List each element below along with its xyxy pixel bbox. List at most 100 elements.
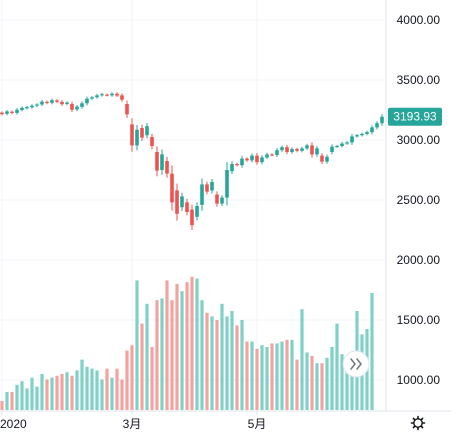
volume-bar: [20, 381, 24, 410]
candle-body: [300, 148, 304, 151]
candle-body: [120, 95, 124, 100]
candle-body: [260, 157, 264, 163]
candle-body: [270, 154, 274, 156]
candle-body: [240, 158, 244, 166]
candle-body: [50, 100, 54, 103]
volume-bar: [260, 345, 264, 410]
candle-body: [80, 103, 84, 107]
volume-bar: [145, 303, 149, 410]
candle-body: [200, 184, 204, 205]
volume-bar: [265, 347, 269, 410]
candle-body: [100, 94, 104, 96]
volume-bar: [175, 284, 179, 410]
candle-body: [255, 155, 259, 163]
volume-bar: [150, 347, 154, 410]
double-chevron-right-icon: [350, 358, 362, 370]
candle-body: [320, 155, 324, 162]
volume-bar: [155, 300, 159, 410]
candle-body: [110, 93, 114, 96]
candle-body: [225, 170, 229, 198]
candle-body: [25, 107, 29, 109]
axes: [0, 0, 451, 412]
volume-bar: [275, 343, 279, 410]
volume-bar: [5, 392, 9, 410]
volume-bar: [15, 384, 19, 410]
candle-body: [175, 190, 179, 214]
y-tick-label: 2000.00: [397, 253, 441, 267]
volume-bar: [195, 278, 199, 410]
settings-gear-icon[interactable]: [410, 415, 426, 431]
candle-body: [230, 164, 234, 172]
candle-body: [355, 135, 359, 137]
volume-bar: [300, 309, 304, 410]
volume-bar: [335, 323, 339, 410]
candle-body: [70, 104, 74, 110]
x-tick-label: 5月: [248, 417, 267, 431]
volume-bar: [340, 354, 344, 410]
volume-bar: [90, 368, 94, 410]
y-tick-label: 3000.00: [397, 133, 441, 147]
volume-bar: [370, 293, 374, 410]
volume-bar: [255, 348, 259, 410]
candle-body: [90, 97, 94, 99]
volume-bar: [170, 300, 174, 410]
volume-bar: [30, 377, 34, 410]
candle-body: [350, 136, 354, 143]
candle-body: [190, 209, 194, 226]
scroll-to-realtime-button[interactable]: [342, 350, 370, 378]
candle-body: [195, 206, 199, 217]
scroll-button-circle[interactable]: [342, 350, 370, 378]
candle-body: [60, 101, 64, 105]
candle-body: [5, 111, 9, 114]
volume-bar: [165, 280, 169, 410]
volume-bar: [160, 298, 164, 410]
volume-bar: [325, 357, 329, 410]
volume-bar: [85, 366, 89, 410]
candle-body: [340, 143, 344, 146]
volume-bar: [235, 325, 239, 410]
candle-body: [0, 112, 4, 115]
volume-bar: [230, 311, 234, 410]
candle-body: [245, 158, 249, 161]
volume-bar: [200, 300, 204, 410]
candle-body: [30, 105, 34, 108]
x-axis-ticks: 2020 3月 5月: [0, 411, 266, 431]
candle-body: [115, 93, 119, 96]
candle-body: [345, 142, 349, 144]
candle-body: [160, 154, 164, 170]
candle-body: [375, 123, 379, 128]
y-tick-label: 2500.00: [397, 193, 441, 207]
volume-bar: [95, 370, 99, 410]
last-price-badge: [388, 107, 442, 126]
volume-bar: [185, 282, 189, 410]
candle-body: [210, 182, 214, 191]
candle-body: [315, 148, 319, 155]
volume-bar: [55, 375, 59, 410]
candle-body: [130, 124, 134, 146]
volume-bar: [320, 363, 324, 410]
candle-body: [360, 134, 364, 136]
last-price-value: 3193.93: [393, 110, 437, 124]
volume-bar: [0, 401, 4, 410]
volume-bar: [75, 370, 79, 410]
volume-bar: [305, 352, 309, 410]
volume-bar: [130, 345, 134, 410]
volume-bar: [105, 368, 109, 410]
volume-bar: [100, 379, 104, 410]
y-tick-label: 3500.00: [397, 73, 441, 87]
candle-body: [15, 109, 19, 113]
volume-bar: [70, 375, 74, 410]
volume-bar: [280, 341, 284, 410]
candle-body: [10, 111, 14, 113]
y-tick-label: 4000.00: [397, 13, 441, 27]
candle-body: [165, 161, 169, 174]
volume-bar: [140, 323, 144, 410]
candle-body: [35, 104, 39, 106]
volume-bar: [345, 356, 349, 410]
candle-body: [150, 137, 154, 146]
candle-body: [20, 107, 24, 110]
candle-body: [95, 95, 99, 98]
candle-body: [305, 145, 309, 149]
